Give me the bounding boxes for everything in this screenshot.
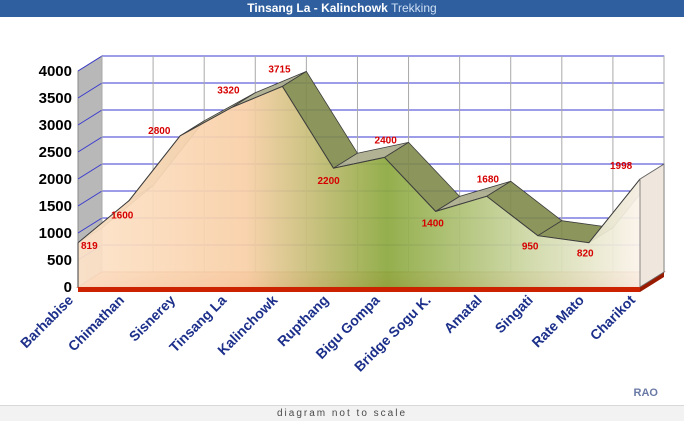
x-tick-label: Rate Mato	[528, 292, 587, 351]
gridline-side	[77, 55, 103, 72]
footer-note: diagram not to scale	[0, 405, 684, 421]
y-tick-label: 500	[47, 252, 72, 269]
y-tick-label: 1000	[39, 225, 72, 242]
elevation-chart: 0 500 1000 1500 2000 2500 3000 3500 4000 Barhabi…	[17, 55, 666, 375]
gridline-side	[77, 190, 103, 207]
y-axis-ticks: 0 500 1000 1500 2000 2500 3000 3500 4000	[39, 63, 72, 296]
data-label: 1680	[477, 174, 500, 185]
data-label: 819	[81, 241, 98, 252]
data-label: 2800	[148, 126, 171, 137]
gridline-side	[77, 163, 103, 180]
data-labels: 819 1600 2800 3320 3715 2200 2400 1400 1680 950 82…	[81, 64, 633, 259]
gridline-side	[77, 109, 103, 126]
area-outline	[77, 85, 641, 244]
elevation-area	[77, 70, 665, 288]
data-label: 1998	[610, 161, 633, 172]
data-label: 1400	[422, 218, 445, 229]
data-label: 2400	[375, 135, 398, 146]
floor-edge-side	[640, 272, 664, 292]
credit-label: RAO	[633, 387, 658, 399]
x-tick-label: Sisnerey	[126, 292, 179, 345]
data-label: 3715	[268, 64, 291, 75]
y-tick-label: 4000	[39, 63, 72, 80]
gridline-side	[77, 82, 103, 99]
y-tick-label: 0	[64, 279, 72, 296]
y-tick-label: 2500	[39, 144, 72, 161]
y-tick-label: 3500	[39, 90, 72, 107]
y-tick-label: 1500	[39, 198, 72, 215]
y-tick-label: 3000	[39, 117, 72, 134]
x-tick-label: Singati	[492, 292, 536, 336]
data-label: 2200	[317, 176, 340, 187]
title-main: Tinsang La - Kalinchowk	[247, 1, 388, 15]
floor-edge	[78, 287, 640, 292]
y-tick-label: 2000	[39, 171, 72, 188]
area-end-cap	[639, 163, 665, 288]
data-label: 3320	[217, 86, 240, 97]
data-label: 950	[522, 242, 539, 253]
data-label: 820	[577, 249, 594, 260]
area-front	[78, 86, 640, 287]
gridline-side	[77, 136, 103, 153]
x-tick-label: Amatal	[441, 292, 485, 336]
gridline-side	[77, 217, 103, 234]
data-label: 1600	[111, 211, 134, 222]
title-accent: Trekking	[391, 1, 437, 15]
chart-title: Tinsang La - Kalinchowk Trekking	[0, 0, 684, 17]
x-tick-label: Charikot	[587, 292, 639, 344]
